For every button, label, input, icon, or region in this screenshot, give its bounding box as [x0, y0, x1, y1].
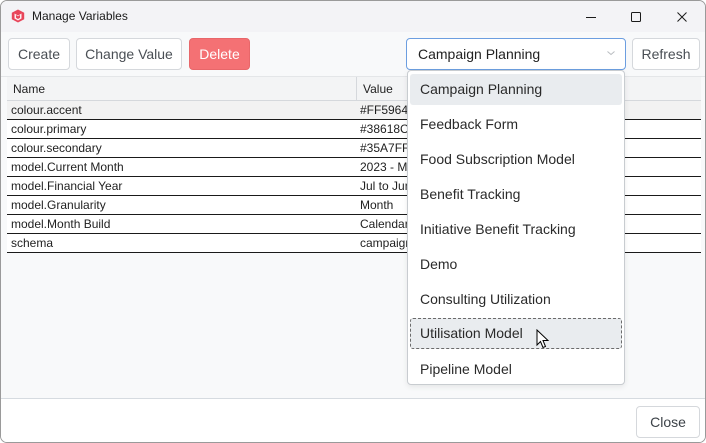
title-bar: Manage Variables: [1, 1, 705, 32]
dialog-footer: Close: [1, 398, 705, 442]
cell-value: Jul to Jun: [360, 179, 408, 193]
cell-name: colour.accent: [11, 103, 82, 117]
close-button[interactable]: Close: [636, 406, 700, 438]
window-close-button[interactable]: [659, 1, 705, 32]
cell-name: colour.secondary: [11, 141, 102, 155]
maximize-icon: [631, 11, 641, 22]
mouse-pointer-icon: [536, 329, 550, 349]
cell-value: #35A7FF: [360, 141, 408, 155]
dropdown-option[interactable]: Consulting Utilization: [420, 291, 551, 307]
cell-name: model.Financial Year: [11, 179, 123, 193]
cell-name: model.Granularity: [11, 198, 106, 212]
app-logo-icon: [11, 9, 25, 23]
dropdown-option[interactable]: Pipeline Model: [420, 361, 512, 377]
cell-value: Calendar: [360, 217, 408, 231]
minimize-icon: [586, 16, 596, 18]
model-select-value: Campaign Planning: [418, 46, 541, 62]
model-dropdown-list: Campaign Planning Feedback Form Food Sub…: [407, 70, 625, 385]
cell-value: #38618C: [360, 122, 408, 136]
cell-value: campaign: [360, 236, 408, 250]
cell-value: 2023 - M: [360, 160, 408, 174]
column-header-value[interactable]: Value: [363, 82, 393, 96]
maximize-button[interactable]: [613, 1, 659, 32]
dropdown-option[interactable]: Feedback Form: [420, 116, 519, 132]
toolbar: Create Change Value Delete Campaign Plan…: [1, 32, 705, 76]
change-value-button[interactable]: Change Value: [76, 38, 182, 70]
dropdown-option[interactable]: Food Subscription Model: [420, 151, 575, 167]
create-button[interactable]: Create: [8, 38, 70, 70]
minimize-button[interactable]: [568, 1, 614, 32]
dropdown-option[interactable]: Demo: [420, 256, 458, 272]
window-title: Manage Variables: [32, 9, 128, 23]
chevron-down-icon: [607, 51, 615, 56]
model-select[interactable]: Campaign Planning: [406, 38, 626, 70]
delete-button[interactable]: Delete: [189, 38, 250, 70]
column-header-name[interactable]: Name: [7, 77, 357, 101]
cell-name: schema: [11, 236, 54, 250]
cell-name: model.Current Month: [11, 160, 124, 174]
cell-name: model.Month Build: [11, 217, 111, 231]
cell-value: #FF5964: [360, 103, 408, 117]
dropdown-option[interactable]: Campaign Planning: [410, 74, 622, 105]
refresh-button[interactable]: Refresh: [632, 38, 700, 70]
cell-name: colour.primary: [11, 122, 87, 136]
close-icon: [677, 11, 687, 22]
cell-value: Month: [360, 198, 394, 212]
dropdown-option[interactable]: Initiative Benefit Tracking: [420, 221, 576, 237]
dropdown-option[interactable]: Benefit Tracking: [420, 186, 521, 202]
dropdown-option[interactable]: Utilisation Model: [410, 318, 622, 349]
